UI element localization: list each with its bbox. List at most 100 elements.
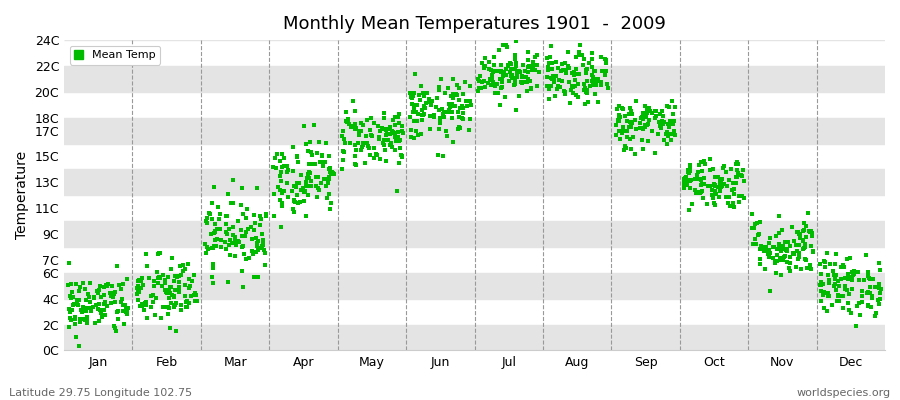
Point [724,166,738,173]
Point [296,184,310,191]
Point [159,287,174,293]
Point [637,103,652,110]
Point [696,194,710,201]
Point [619,145,634,151]
Point [520,76,535,82]
Point [152,275,166,281]
Point [209,242,223,249]
Point [836,293,850,299]
Point [436,153,450,159]
Point [776,243,790,249]
Point [68,314,82,320]
Point [643,108,657,114]
Point [274,177,288,184]
Point [506,75,520,81]
Point [783,242,797,249]
Point [174,272,188,278]
Point [62,314,77,321]
Point [303,139,318,145]
Point [766,255,780,261]
Point [235,185,249,191]
Point [753,256,768,262]
Point [540,82,554,89]
Point [78,304,93,311]
Point [652,111,667,118]
Point [717,163,732,169]
Point [690,176,705,182]
Point [484,67,499,73]
Point [379,126,393,133]
Point [80,304,94,311]
Point [301,148,315,154]
Point [554,68,569,74]
Point [573,42,588,48]
Point [179,304,194,310]
Point [434,76,448,82]
Point [719,194,733,200]
Point [791,229,806,235]
Point [317,176,331,183]
Point [89,287,104,294]
Point [410,111,425,117]
Point [624,108,638,114]
Point [482,80,496,86]
Point [799,256,814,263]
Point [337,128,351,134]
Point [316,163,330,170]
Point [443,102,457,108]
Point [354,120,368,126]
Point [501,77,516,84]
Point [547,92,562,99]
Point [180,298,194,304]
Point [186,292,201,298]
Point [222,252,237,258]
Point [518,74,533,80]
Point [96,300,111,307]
Point [238,233,253,240]
Point [791,255,806,262]
Point [172,279,186,286]
Point [611,118,625,124]
Point [829,272,843,278]
Point [164,284,178,290]
Point [325,169,339,176]
Point [499,72,513,78]
Point [410,102,425,108]
Point [581,98,596,105]
Point [139,302,153,308]
Point [587,68,601,74]
Point [323,168,338,175]
Point [111,316,125,322]
Point [609,122,624,128]
Point [713,184,727,191]
Point [146,299,160,306]
Point [162,288,176,294]
Point [379,131,393,138]
Point [357,160,372,167]
Point [624,122,638,128]
Point [274,151,289,158]
Point [713,181,727,187]
Point [245,236,259,242]
Point [609,121,624,128]
Point [425,98,439,104]
Point [144,293,158,299]
Point [67,302,81,308]
Point [551,83,565,89]
Point [629,126,643,133]
Point [594,54,608,60]
Point [780,238,795,245]
Point [418,92,432,99]
Point [182,300,196,306]
Point [163,324,177,331]
Point [699,201,714,207]
Legend: Mean Temp: Mean Temp [69,46,160,65]
Point [130,291,144,298]
Point [408,118,422,124]
Point [489,83,503,90]
Point [873,290,887,296]
Point [703,167,717,174]
Point [367,119,382,126]
Point [778,247,793,253]
Point [526,67,540,74]
